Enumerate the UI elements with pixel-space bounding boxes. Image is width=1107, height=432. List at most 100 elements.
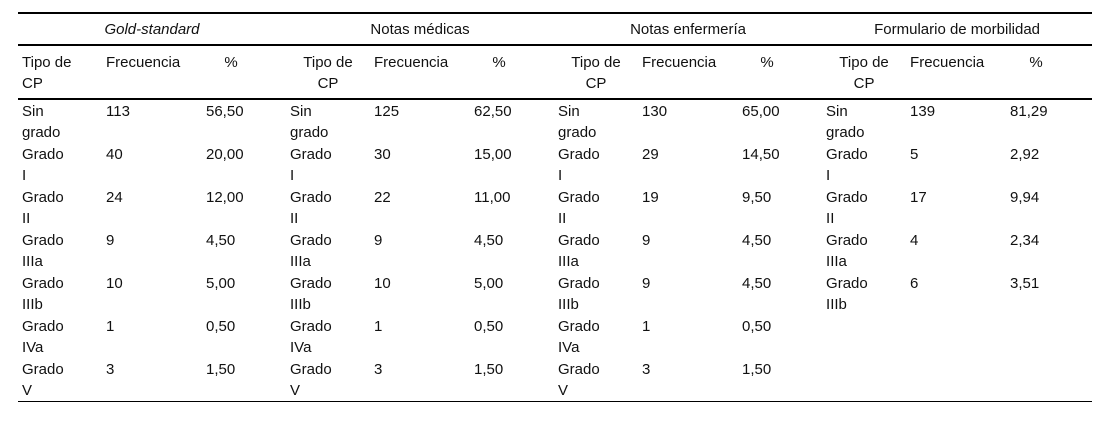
cell-percent: 2,92 (1010, 146, 1040, 163)
cell-percent: 4,50 (742, 275, 772, 292)
table-row: Sin grado 113 56,50 Sin grado 125 62,50 Sin gr… (18, 99, 1092, 143)
cell-tipo-de-cp: Grado V (558, 361, 600, 399)
cell-frecuencia: 19 (642, 189, 659, 206)
cell-frecuencia: 139 (910, 103, 936, 120)
cell-tipo-de-cp: Sin grado (22, 103, 61, 141)
cell-frecuencia: 4 (910, 232, 919, 249)
cell-frecuencia: 1 (642, 318, 651, 335)
cell-tipo-de-cp: Grado IIIb (558, 275, 600, 313)
group-header-formulario-morbilidad: Formulario de morbilidad (822, 13, 1093, 46)
cell-tipo-de-cp: Grado IVa (22, 318, 64, 356)
cell-frecuencia: 29 (642, 146, 659, 163)
col-header-percent: % (198, 45, 287, 100)
table-row: Grado II 24 12,00 Grado II 22 11,00 Grado II 19… (18, 186, 1092, 229)
cell-frecuencia: 1 (374, 318, 383, 335)
col-header-percent: % (466, 45, 555, 100)
col-header-tipo-de-cp: Tipo de CP (18, 45, 102, 100)
cell-frecuencia: 9 (106, 232, 115, 249)
table-row: Grado I 40 20,00 Grado I 30 15,00 Grado I 29 14,… (18, 143, 1092, 186)
cell-percent: 0,50 (206, 318, 236, 335)
table-row: Grado IVa 1 0,50 Grado IVa 1 0,50 Grado IVa 1 0,… (18, 315, 1092, 358)
table-row: Grado IIIa 9 4,50 Grado IIIa 9 4,50 Grado IIIa… (18, 229, 1092, 272)
cell-frecuencia (906, 358, 1002, 402)
cell-frecuencia: 9 (642, 232, 651, 249)
col-header-percent: % (1002, 45, 1093, 100)
cell-tipo-de-cp: Grado IIIa (290, 232, 332, 270)
cell-percent (1002, 315, 1092, 358)
cell-tipo-de-cp (822, 315, 906, 358)
cell-percent: 1,50 (742, 361, 772, 378)
cell-frecuencia: 130 (642, 103, 668, 120)
cell-frecuencia: 9 (642, 275, 651, 292)
cell-percent: 14,50 (742, 146, 780, 163)
cell-percent: 1,50 (474, 361, 504, 378)
cell-tipo-de-cp: Grado IIIa (22, 232, 64, 270)
cell-frecuencia: 3 (374, 361, 383, 378)
table-head: Gold-standard Notas médicas Notas enferm… (18, 13, 1093, 100)
cell-tipo-de-cp: Grado IVa (558, 318, 600, 356)
col-header-percent: % (734, 45, 823, 100)
cell-frecuencia: 30 (374, 146, 391, 163)
col-header-frecuencia: Frecuencia (638, 45, 735, 100)
cell-frecuencia: 17 (910, 189, 927, 206)
cell-tipo-de-cp: Grado II (826, 189, 868, 227)
cell-percent: 4,50 (742, 232, 772, 249)
cell-tipo-de-cp: Grado I (558, 146, 600, 184)
table-row: Grado IIIb 10 5,00 Grado IIIb 10 5,00 Grado II… (18, 272, 1092, 315)
cell-tipo-de-cp: Grado IVa (290, 318, 332, 356)
group-header-row: Gold-standard Notas médicas Notas enferm… (18, 13, 1093, 46)
cell-tipo-de-cp: Grado IIIb (22, 275, 64, 313)
cell-percent: 15,00 (474, 146, 512, 163)
cell-tipo-de-cp: Grado V (290, 361, 332, 399)
cell-percent: 0,50 (742, 318, 772, 335)
cell-percent: 81,29 (1010, 103, 1048, 120)
cell-percent: 5,00 (206, 275, 236, 292)
cell-tipo-de-cp: Grado V (22, 361, 64, 399)
cell-tipo-de-cp: Grado I (22, 146, 64, 184)
cell-frecuencia: 24 (106, 189, 123, 206)
cell-percent: 62,50 (474, 103, 512, 120)
cell-frecuencia: 22 (374, 189, 391, 206)
cell-frecuencia (906, 315, 1002, 358)
cell-percent: 9,94 (1010, 189, 1040, 206)
cell-tipo-de-cp (822, 358, 906, 402)
cell-percent: 3,51 (1010, 275, 1040, 292)
cell-tipo-de-cp: Sin grado (826, 103, 865, 141)
cell-percent: 9,50 (742, 189, 772, 206)
comparison-table-container: Gold-standard Notas médicas Notas enferm… (18, 12, 1093, 402)
cell-frecuencia: 3 (106, 361, 115, 378)
col-header-frecuencia: Frecuencia (906, 45, 1003, 100)
cell-percent: 1,50 (206, 361, 236, 378)
cell-tipo-de-cp: Grado IIIb (826, 275, 868, 313)
group-header-gold-standard: Gold-standard (18, 13, 287, 46)
cell-frecuencia: 5 (910, 146, 919, 163)
cell-tipo-de-cp: Grado II (290, 189, 332, 227)
cell-percent: 56,50 (206, 103, 244, 120)
cell-frecuencia: 10 (374, 275, 391, 292)
cell-tipo-de-cp: Grado II (558, 189, 600, 227)
table-row: Grado V 3 1,50 Grado V 3 1,50 Grado V 3 1,50 (18, 358, 1092, 402)
cell-frecuencia: 125 (374, 103, 400, 120)
cell-frecuencia: 1 (106, 318, 115, 335)
cell-percent (1002, 358, 1092, 402)
cell-percent: 2,34 (1010, 232, 1040, 249)
cell-frecuencia: 40 (106, 146, 123, 163)
cell-percent: 0,50 (474, 318, 504, 335)
cell-percent: 65,00 (742, 103, 780, 120)
table-body: Sin grado 113 56,50 Sin grado 125 62,50 Sin gr… (18, 99, 1092, 402)
col-header-tipo-de-cp: Tipo de CP (286, 45, 371, 100)
cell-percent: 12,00 (206, 189, 244, 206)
column-header-row: Tipo de CP Frecuencia % Tipo de CP Frecu… (18, 45, 1093, 100)
cell-tipo-de-cp: Grado II (22, 189, 64, 227)
group-header-notas-enfermeria: Notas enfermería (554, 13, 823, 46)
cell-frecuencia: 3 (642, 361, 651, 378)
cell-frecuencia: 9 (374, 232, 383, 249)
cell-frecuencia: 113 (106, 103, 130, 120)
cell-tipo-de-cp: Grado I (290, 146, 332, 184)
cell-tipo-de-cp: Sin grado (558, 103, 597, 141)
cell-tipo-de-cp: Grado I (826, 146, 868, 184)
col-header-frecuencia: Frecuencia (102, 45, 198, 100)
col-header-tipo-de-cp: Tipo de CP (822, 45, 907, 100)
cell-percent: 20,00 (206, 146, 244, 163)
cell-percent: 11,00 (474, 189, 511, 206)
